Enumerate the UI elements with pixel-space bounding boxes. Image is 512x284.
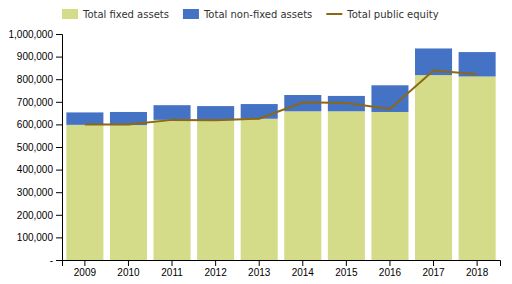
x-tick-label: 2013 (248, 267, 271, 278)
y-tick-label: 100,000 (17, 232, 54, 243)
x-tick-label: 2014 (292, 267, 315, 278)
legend-label: Total fixed assets (82, 9, 169, 20)
x-tick-mark (172, 260, 173, 266)
x-tick-label: 2012 (205, 267, 228, 278)
y-tick-mark (56, 192, 62, 193)
x-tick-mark (389, 260, 390, 266)
y-axis: - 100,000 200,000 300,000 400,000 500,000 600,… (9, 29, 63, 266)
y-tick-label: 600,000 (17, 119, 54, 130)
y-tick-mark (56, 57, 62, 58)
y-tick: 400,000 (17, 164, 62, 175)
x-axis-line (63, 261, 501, 267)
x-tick: 2016 (379, 260, 402, 278)
y-axis-line (56, 35, 63, 261)
x-tick-mark (84, 260, 85, 266)
bar (197, 106, 234, 120)
y-tick-mark (56, 79, 62, 80)
y-tick: - (50, 255, 62, 266)
x-tick: 2014 (292, 260, 315, 278)
x-tick: 2011 (161, 260, 183, 278)
plot-area: 2009 2010 2011 2012 2013 2014 2015 2016 2017 2018… (9, 29, 501, 278)
x-tick-mark (433, 260, 434, 266)
y-tick-label: 1,000,000 (9, 29, 54, 40)
y-tick-label: 200,000 (17, 210, 54, 221)
y-tick: 900,000 (17, 51, 62, 62)
x-tick-label: 2015 (335, 267, 358, 278)
y-tick: 300,000 (17, 187, 62, 198)
bar (241, 104, 278, 119)
y-tick-label: 800,000 (17, 74, 54, 85)
legend-label: Total public equity (346, 9, 438, 20)
x-tick-label: 2010 (117, 267, 140, 278)
y-tick: 800,000 (17, 74, 62, 85)
x-tick: 2009 (74, 260, 97, 278)
y-tick-label: 700,000 (17, 97, 54, 108)
x-tick-label: 2018 (466, 267, 489, 278)
bar (154, 105, 191, 120)
bar (371, 112, 408, 260)
y-tick-mark (56, 215, 62, 216)
bar (459, 76, 496, 260)
bar (328, 111, 365, 260)
y-tick: 600,000 (17, 119, 62, 130)
bar (66, 112, 103, 124)
y-tick-label: - (50, 255, 53, 266)
bar (154, 120, 191, 260)
y-tick: 200,000 (17, 210, 62, 221)
y-tick-mark (56, 237, 62, 238)
x-tick: 2012 (205, 260, 228, 278)
bar-series (66, 48, 495, 125)
legend-swatch (62, 9, 78, 19)
x-tick: 2015 (335, 260, 358, 278)
y-tick-mark (56, 34, 62, 35)
y-tick: 500,000 (17, 142, 62, 153)
legend: Total fixed assets Total non-fixed assets… (62, 9, 439, 20)
y-tick-label: 500,000 (17, 142, 54, 153)
y-tick-label: 300,000 (17, 187, 54, 198)
legend-item: Total public equity (326, 9, 438, 20)
bar (241, 119, 278, 260)
chart: 2009 2010 2011 2012 2013 2014 2015 2016 2017 2018… (0, 0, 512, 284)
y-tick-label: 900,000 (17, 51, 54, 62)
bar (66, 125, 103, 260)
legend-swatch (183, 9, 199, 19)
bar (197, 120, 234, 260)
x-tick: 2010 (117, 260, 140, 278)
y-tick-mark (56, 170, 62, 171)
bar (110, 125, 147, 260)
y-tick-mark (56, 124, 62, 125)
x-tick-mark (259, 260, 260, 266)
x-tick: 2013 (248, 260, 271, 278)
legend-item: Total non-fixed assets (183, 9, 312, 20)
x-tick-label: 2011 (161, 267, 183, 278)
x-tick-mark (215, 260, 216, 266)
legend-item: Total fixed assets (62, 9, 169, 20)
x-tick-mark (346, 260, 347, 266)
x-tick-label: 2016 (379, 267, 402, 278)
legend-label: Total non-fixed assets (203, 9, 312, 20)
x-tick: 2017 (422, 260, 445, 278)
bar (415, 75, 452, 260)
y-tick-mark (56, 147, 62, 148)
y-tick-mark (56, 102, 62, 103)
y-tick: 100,000 (17, 232, 62, 243)
y-tick: 700,000 (17, 97, 62, 108)
legend-swatch (326, 13, 342, 15)
y-tick-label: 400,000 (17, 164, 54, 175)
x-tick: 2018 (466, 260, 489, 278)
x-axis: 2009 2010 2011 2012 2013 2014 2015 2016 2017 2018 (63, 260, 501, 278)
x-tick-label: 2009 (74, 267, 97, 278)
line (85, 71, 477, 125)
x-tick-mark (302, 260, 303, 266)
x-tick-mark (477, 260, 478, 266)
y-tick: 1,000,000 (9, 29, 63, 40)
x-tick-label: 2017 (422, 267, 445, 278)
bar (284, 111, 321, 260)
bar-series (66, 75, 495, 260)
y-tick-mark (56, 260, 62, 261)
marks (66, 48, 495, 260)
x-tick-mark (128, 260, 129, 266)
